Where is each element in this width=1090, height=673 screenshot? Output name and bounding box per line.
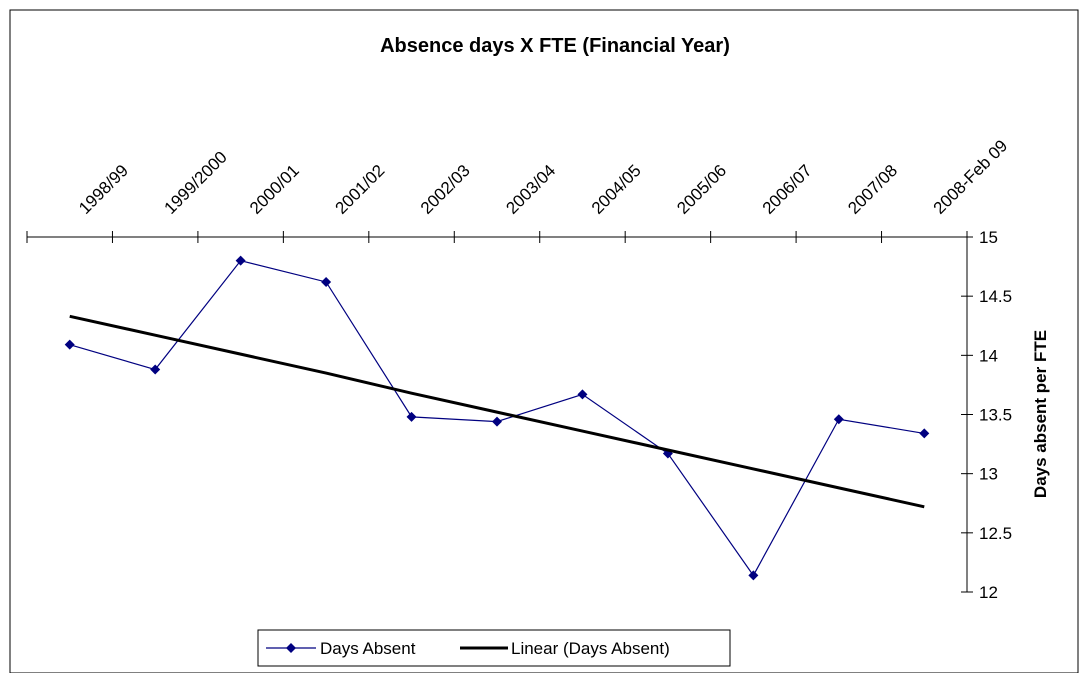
marker <box>919 428 930 439</box>
marker <box>321 276 332 287</box>
legend-marker <box>286 643 296 653</box>
y-tick-label: 12 <box>979 583 998 602</box>
trend-line <box>69 314 925 509</box>
chart-frame <box>9 9 1079 673</box>
marker <box>748 570 759 581</box>
y-tick-label: 13 <box>979 465 998 484</box>
marker <box>64 339 75 350</box>
marker <box>406 411 417 422</box>
legend-label: Days Absent <box>320 639 416 658</box>
y-tick-label: 15 <box>979 228 998 247</box>
marker <box>492 416 502 427</box>
legend-label: Linear (Days Absent) <box>511 639 670 658</box>
y-tick-label: 14 <box>979 346 998 365</box>
y-axis-title: Days absent per FTE <box>1031 330 1050 498</box>
marker <box>833 414 844 425</box>
marker <box>235 255 246 266</box>
y-tick-label: 13.5 <box>979 406 1012 425</box>
chart-title: Absence days X FTE (Financial Year) <box>380 35 730 57</box>
marker <box>150 364 161 375</box>
y-tick-label: 14.5 <box>979 287 1012 306</box>
marker <box>577 389 588 400</box>
y-tick-label: 12.5 <box>979 524 1012 543</box>
